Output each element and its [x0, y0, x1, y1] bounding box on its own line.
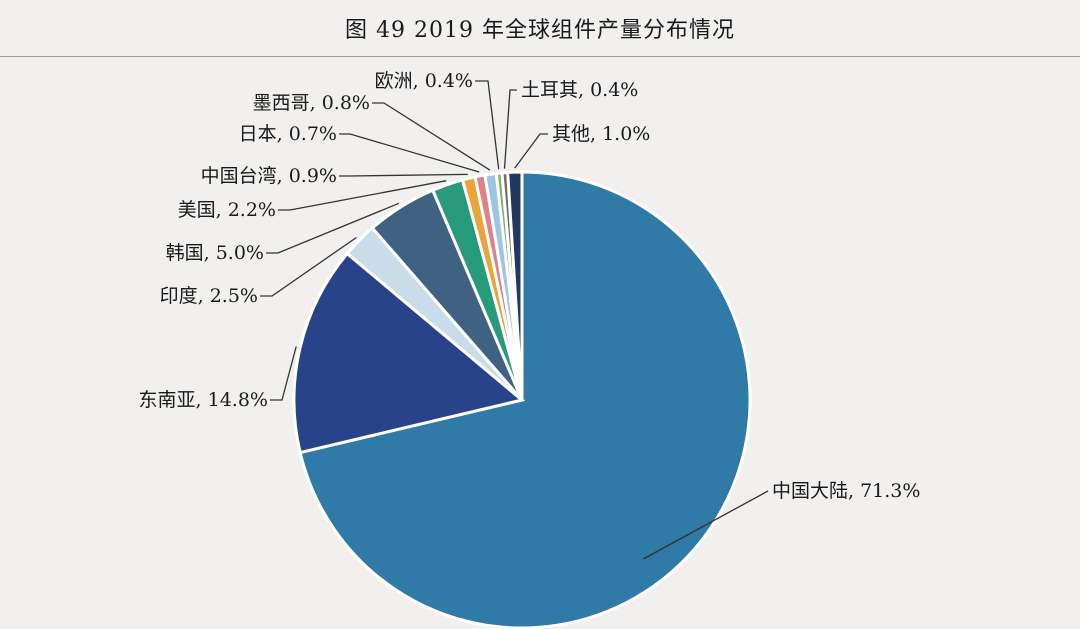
leader-line [278, 180, 447, 211]
slice-label: 印度, 2.5% [160, 285, 258, 307]
leader-line [339, 173, 468, 177]
slice-label: 其他, 1.0% [552, 123, 650, 145]
leader-line [339, 133, 480, 173]
leader-line [270, 346, 297, 401]
leader-line [503, 89, 517, 169]
slice-label: 墨西哥, 0.8% [253, 92, 370, 114]
slice-label: 欧洲, 0.4% [375, 70, 473, 92]
pie-slices [292, 170, 752, 629]
leader-line [260, 236, 357, 297]
slice-label: 土耳其, 0.4% [521, 79, 638, 101]
title-divider [0, 56, 1080, 57]
slice-label: 东南亚, 14.8% [139, 389, 268, 411]
pie-slice [292, 251, 526, 455]
pie-slice [506, 170, 524, 401]
slice-label: 中国大陆, 71.3% [772, 480, 920, 502]
chart-title: 图 49 2019 年全球组件产量分布情况 [345, 18, 735, 43]
slice-label: 韩国, 5.0% [166, 242, 264, 264]
pie-slice [298, 170, 752, 629]
slice-label: 美国, 2.2% [178, 199, 276, 221]
leader-line [372, 102, 491, 171]
leader-lines [260, 80, 769, 560]
slice-label: 中国台湾, 0.9% [201, 165, 337, 187]
leader-line [475, 80, 500, 170]
slice-label: 日本, 0.7% [239, 123, 337, 145]
leader-line [266, 202, 400, 254]
slice-labels: 中国大陆, 71.3% 东南亚, 14.8% 印度, 2.5% 韩国, 5.0% 美国,… [139, 70, 921, 502]
leader-line [514, 133, 548, 169]
leader-line [642, 490, 769, 560]
